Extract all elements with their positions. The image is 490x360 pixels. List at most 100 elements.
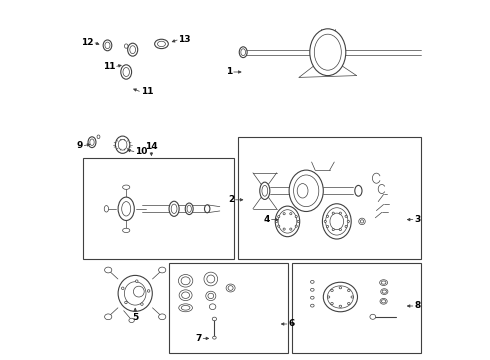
Text: 11: 11 — [141, 87, 153, 96]
Bar — [238, 137, 421, 259]
Ellipse shape — [297, 184, 308, 198]
Ellipse shape — [347, 289, 350, 292]
Ellipse shape — [297, 220, 299, 222]
Ellipse shape — [326, 225, 329, 228]
Ellipse shape — [97, 135, 100, 139]
Ellipse shape — [122, 287, 124, 289]
Text: 2: 2 — [228, 195, 234, 204]
Ellipse shape — [326, 215, 329, 217]
Ellipse shape — [213, 336, 216, 339]
Ellipse shape — [324, 220, 326, 222]
Ellipse shape — [118, 275, 152, 311]
Ellipse shape — [290, 228, 292, 230]
Ellipse shape — [275, 220, 278, 222]
Ellipse shape — [331, 289, 333, 292]
Ellipse shape — [339, 229, 342, 231]
Text: 5: 5 — [132, 313, 138, 322]
Ellipse shape — [370, 314, 376, 319]
Text: 9: 9 — [76, 141, 83, 150]
Ellipse shape — [123, 68, 129, 77]
Ellipse shape — [179, 304, 193, 312]
Ellipse shape — [204, 205, 210, 213]
Ellipse shape — [339, 287, 342, 289]
Ellipse shape — [332, 229, 334, 231]
Ellipse shape — [181, 277, 190, 285]
Ellipse shape — [260, 182, 270, 199]
Ellipse shape — [327, 296, 330, 298]
Ellipse shape — [241, 49, 245, 55]
Ellipse shape — [169, 201, 179, 216]
Ellipse shape — [347, 302, 350, 305]
Text: 12: 12 — [81, 38, 94, 47]
Ellipse shape — [381, 281, 386, 284]
Ellipse shape — [204, 272, 218, 286]
Text: 13: 13 — [178, 35, 191, 44]
Ellipse shape — [345, 225, 347, 228]
Text: 3: 3 — [414, 215, 420, 224]
Text: 1: 1 — [226, 68, 232, 77]
Ellipse shape — [311, 296, 314, 299]
Ellipse shape — [124, 282, 146, 305]
Ellipse shape — [351, 296, 354, 298]
Ellipse shape — [103, 40, 112, 51]
Ellipse shape — [359, 218, 365, 225]
Ellipse shape — [159, 267, 166, 273]
Ellipse shape — [314, 34, 342, 70]
Ellipse shape — [380, 280, 388, 285]
Text: 14: 14 — [145, 142, 158, 151]
Bar — [170, 263, 288, 353]
Ellipse shape — [118, 197, 134, 220]
Text: 8: 8 — [414, 302, 420, 310]
Ellipse shape — [122, 185, 130, 189]
Ellipse shape — [381, 289, 388, 294]
Text: 7: 7 — [196, 334, 202, 343]
Ellipse shape — [311, 304, 314, 307]
Ellipse shape — [339, 305, 342, 307]
Ellipse shape — [347, 220, 349, 222]
Ellipse shape — [294, 175, 319, 207]
Ellipse shape — [381, 300, 386, 303]
Ellipse shape — [289, 170, 323, 211]
Text: 4: 4 — [264, 215, 270, 224]
Ellipse shape — [187, 205, 192, 212]
Ellipse shape — [88, 137, 96, 148]
Ellipse shape — [278, 210, 297, 233]
Ellipse shape — [124, 301, 127, 304]
Ellipse shape — [207, 275, 215, 283]
Ellipse shape — [226, 284, 235, 292]
Ellipse shape — [178, 274, 193, 287]
Ellipse shape — [322, 204, 351, 239]
Ellipse shape — [104, 314, 112, 320]
Ellipse shape — [185, 203, 193, 215]
Ellipse shape — [360, 220, 364, 223]
Ellipse shape — [179, 290, 192, 301]
Ellipse shape — [118, 139, 127, 150]
Ellipse shape — [295, 225, 297, 227]
Ellipse shape — [283, 213, 285, 215]
Text: 10: 10 — [135, 148, 147, 156]
Ellipse shape — [332, 212, 334, 214]
Ellipse shape — [323, 282, 358, 312]
Ellipse shape — [278, 216, 280, 218]
Ellipse shape — [133, 286, 144, 297]
Ellipse shape — [310, 29, 346, 76]
Ellipse shape — [129, 318, 134, 323]
Ellipse shape — [104, 206, 109, 212]
Ellipse shape — [121, 65, 132, 79]
Text: 11: 11 — [103, 62, 116, 71]
Ellipse shape — [208, 293, 214, 299]
Ellipse shape — [182, 292, 190, 298]
Ellipse shape — [327, 286, 353, 308]
Ellipse shape — [105, 42, 110, 49]
Ellipse shape — [127, 43, 138, 56]
Ellipse shape — [228, 286, 233, 290]
Ellipse shape — [171, 204, 177, 213]
Ellipse shape — [311, 280, 314, 283]
Ellipse shape — [355, 185, 362, 196]
Ellipse shape — [122, 228, 130, 233]
Ellipse shape — [331, 302, 333, 305]
Ellipse shape — [326, 208, 348, 235]
Ellipse shape — [157, 41, 166, 46]
Ellipse shape — [147, 290, 150, 292]
Ellipse shape — [159, 314, 166, 320]
